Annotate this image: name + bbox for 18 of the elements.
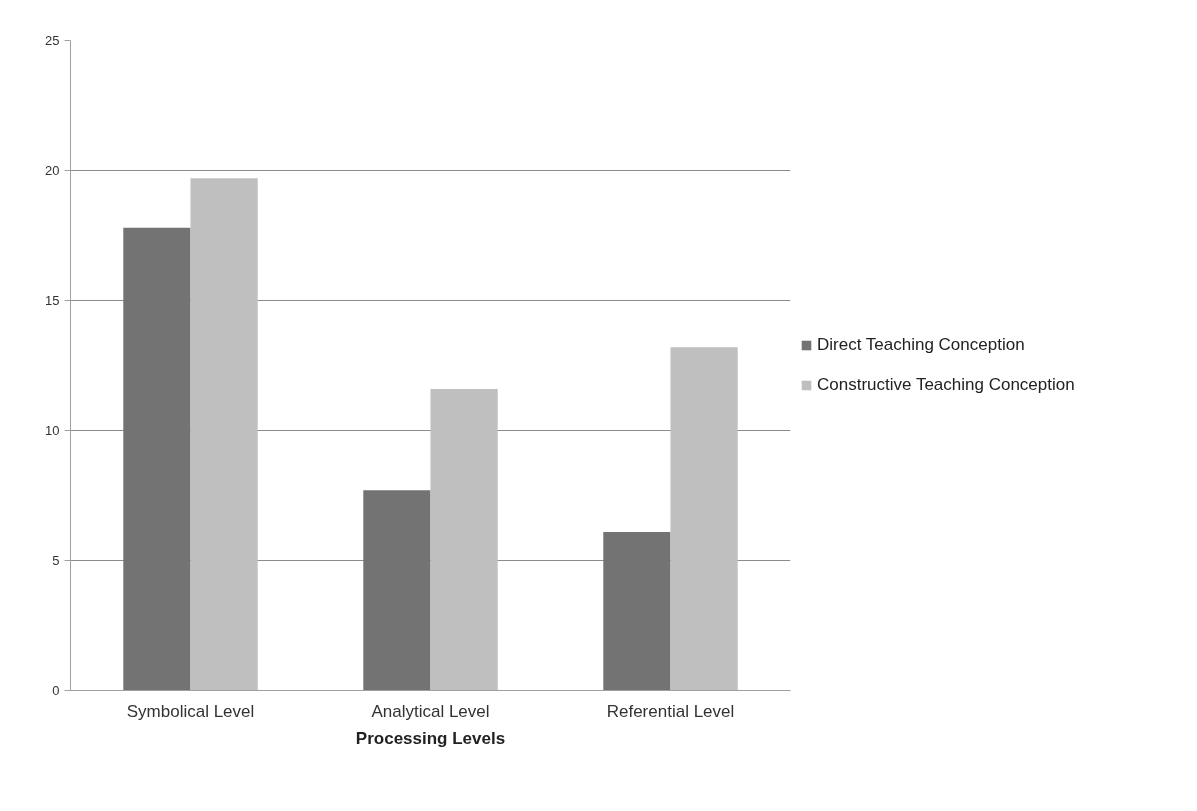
x-axis-title: Processing Levels [355, 728, 506, 748]
y-tick-label: 20 [45, 163, 60, 178]
y-tick-label: 15 [45, 293, 60, 308]
legend-label: Constructive Teaching Conception [817, 375, 1075, 395]
bar [430, 388, 498, 691]
x-tick-label: Referential Level [606, 701, 735, 721]
x-tick-label: Analytical Level [371, 701, 490, 721]
y-tick-label: 0 [52, 683, 60, 698]
bar [603, 531, 671, 691]
bar [363, 490, 431, 691]
y-tick-label: 5 [52, 553, 60, 568]
bar [123, 227, 191, 691]
y-tick-label: 10 [45, 423, 60, 438]
legend-label: Direct Teaching Conception [817, 335, 1025, 355]
x-tick-label: Symbolical Level [126, 701, 255, 721]
y-tick-label: 25 [45, 33, 60, 48]
bar [670, 347, 738, 691]
bar [190, 178, 258, 691]
